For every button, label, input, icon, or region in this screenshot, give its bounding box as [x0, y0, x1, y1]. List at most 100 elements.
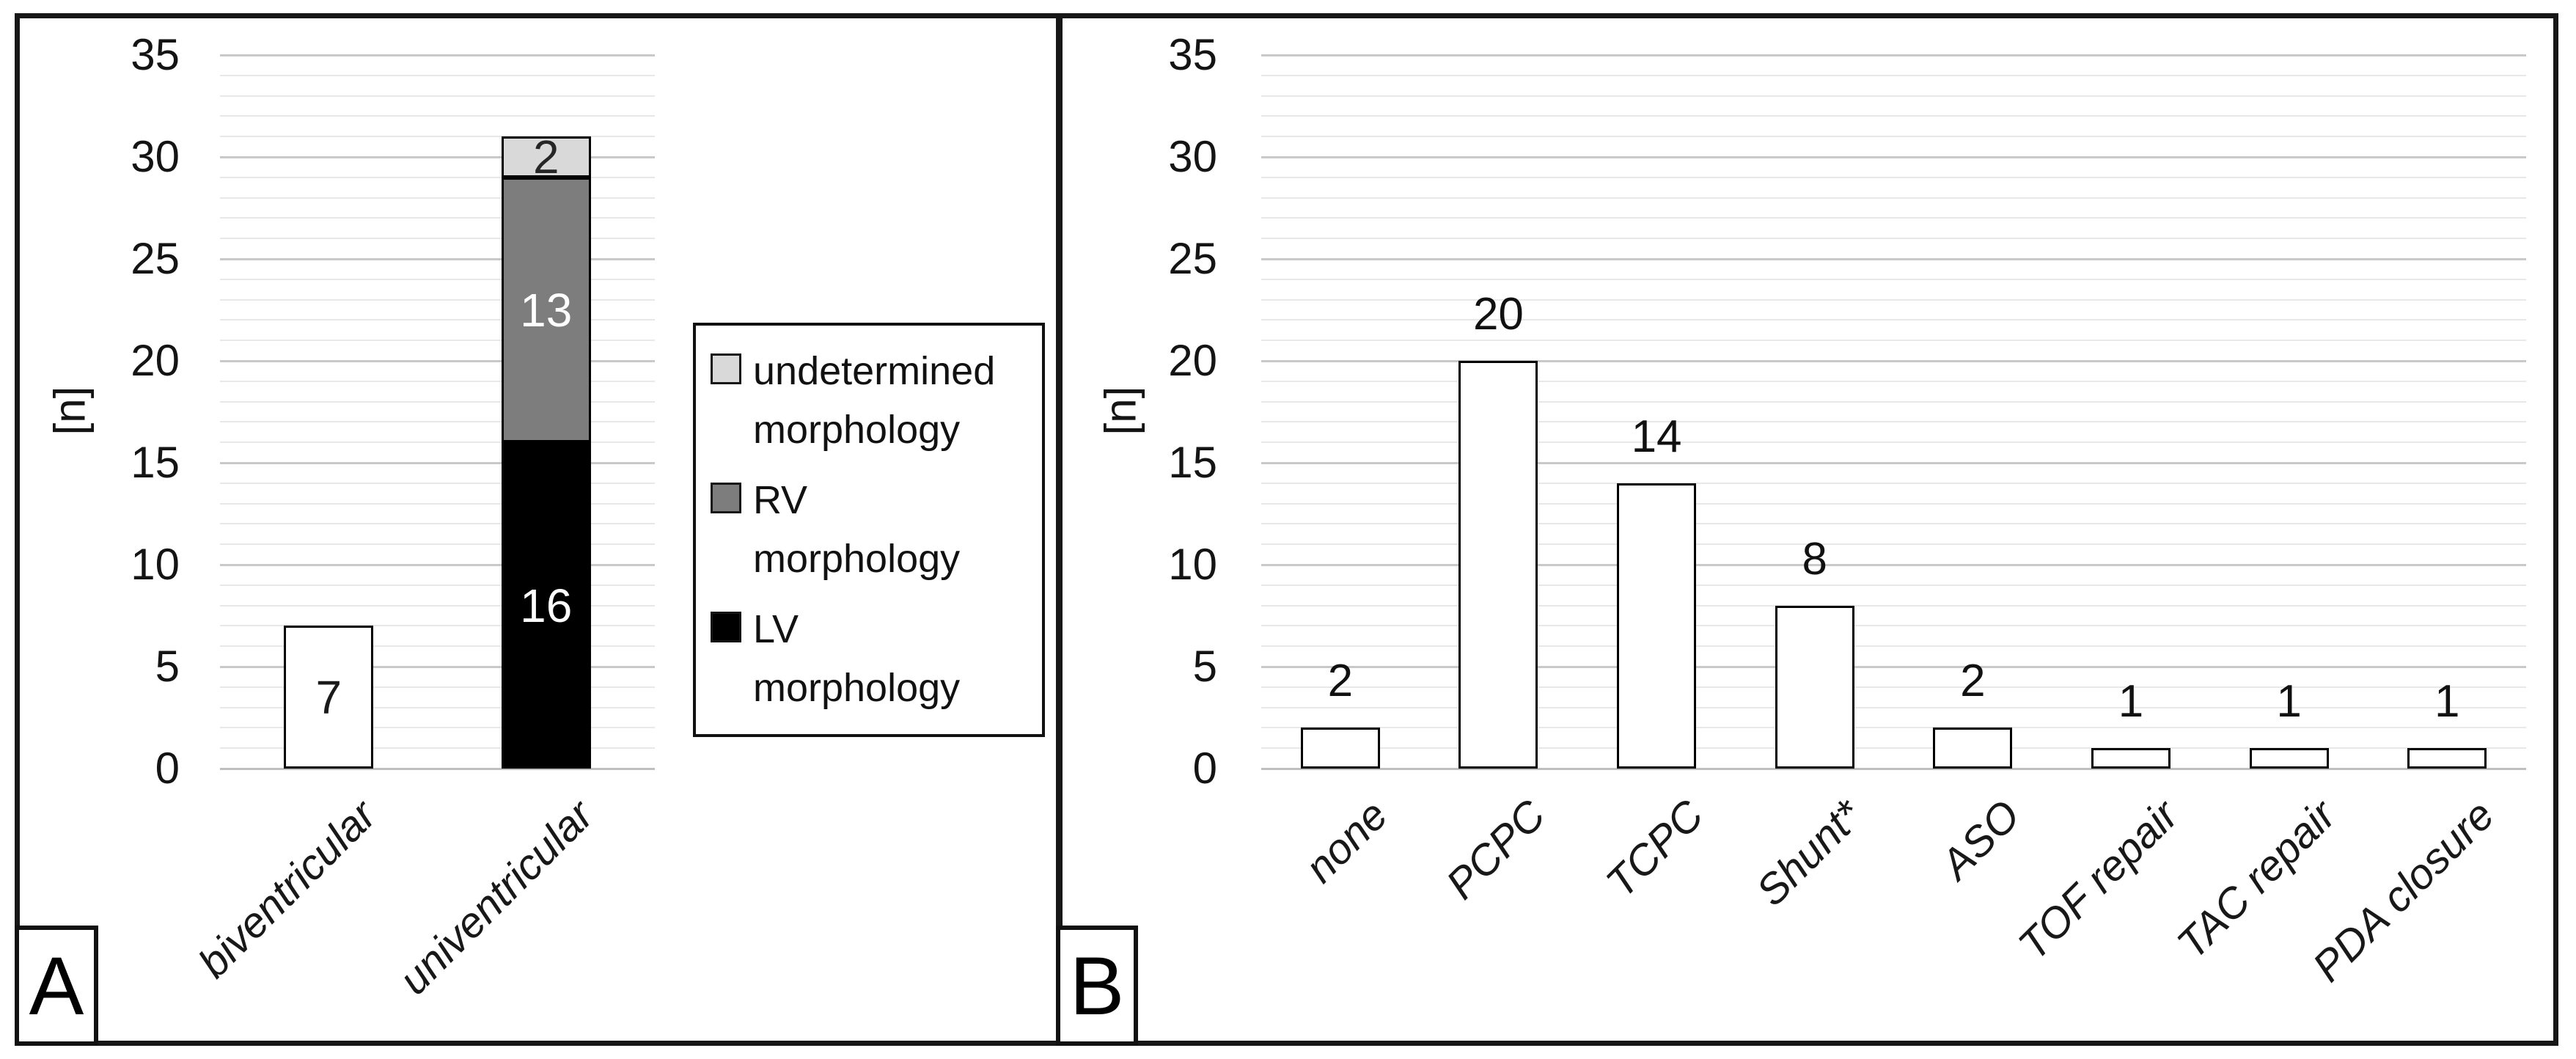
- y-tick-label: 30: [131, 132, 180, 181]
- gridline-minor: [220, 686, 655, 688]
- category-label: TCPC: [1597, 791, 1713, 907]
- gridline-minor: [220, 727, 655, 729]
- legend-label-line: morphology: [753, 537, 961, 581]
- gridline-minor: [1261, 380, 2526, 382]
- gridline-major: [220, 155, 655, 158]
- legend-swatch: [711, 353, 741, 384]
- axis-baseline: [1261, 767, 2526, 770]
- bar: [1617, 483, 1697, 769]
- gridline-major: [220, 257, 655, 260]
- y-axis-title: [n]: [1096, 386, 1145, 436]
- gridline-minor: [220, 400, 655, 403]
- bar-value-label: 2: [1960, 656, 1986, 707]
- legend-label: undetermined morphology: [753, 342, 995, 459]
- gridline-minor: [1261, 706, 2526, 708]
- gridline-minor: [1261, 298, 2526, 301]
- category-label: biventricular: [188, 791, 385, 987]
- gridline-minor: [1261, 176, 2526, 178]
- legend-label-line: LV: [753, 607, 799, 651]
- gridline-minor: [220, 584, 655, 586]
- gridline-major: [1261, 665, 2526, 668]
- gridline-minor: [220, 706, 655, 708]
- legend-swatch: [711, 483, 741, 513]
- gridline-major: [220, 359, 655, 362]
- y-tick-label: 15: [1168, 438, 1217, 487]
- legend: undetermined morphology RV morphology LV morp…: [693, 323, 1045, 737]
- legend-label-line: morphology: [753, 666, 961, 710]
- gridline-major: [220, 665, 655, 668]
- legend-item: undetermined morphology: [711, 342, 1027, 459]
- category-label: PCPC: [1437, 791, 1555, 909]
- gridline-major: [1261, 563, 2526, 566]
- y-tick-label: 15: [131, 438, 180, 487]
- panel-letter: A: [29, 939, 84, 1032]
- gridline-minor: [1261, 136, 2526, 138]
- gridline-minor: [1261, 278, 2526, 280]
- gridline-major: [1261, 461, 2526, 464]
- axis-baseline: [220, 767, 655, 770]
- bar: [1458, 361, 1538, 769]
- legend-swatch: [711, 612, 741, 642]
- y-tick-label: 25: [1168, 234, 1217, 283]
- y-tick-label: 0: [155, 744, 180, 793]
- gridline-minor: [220, 95, 655, 97]
- gridline-minor: [1261, 543, 2526, 546]
- legend-label-line: undetermined: [753, 349, 996, 393]
- gridline-minor: [220, 176, 655, 178]
- bar-segment-value: 13: [520, 283, 573, 337]
- gridline-minor: [1261, 115, 2526, 117]
- gridline-minor: [220, 645, 655, 648]
- gridline-minor: [220, 115, 655, 117]
- bar-segment-value: 16: [520, 579, 573, 632]
- gridline-minor: [1261, 604, 2526, 607]
- gridline-major: [1261, 257, 2526, 260]
- legend-label-line: RV: [753, 478, 808, 522]
- gridline-minor: [220, 197, 655, 199]
- gridline-minor: [220, 380, 655, 382]
- bar-value-label: 2: [1327, 656, 1354, 707]
- gridline-minor: [220, 625, 655, 627]
- panel-label-a: A: [15, 926, 98, 1046]
- bar: [2249, 748, 2329, 769]
- figure-border: [15, 13, 2558, 1046]
- panel-letter: B: [1069, 939, 1125, 1032]
- gridline-major: [1261, 359, 2526, 362]
- gridline-major: [220, 54, 655, 56]
- y-tick-label: 5: [1192, 642, 1217, 691]
- bar-value-label: 1: [2276, 676, 2302, 728]
- category-label: TOF repair: [2008, 791, 2187, 970]
- y-tick-label: 20: [1168, 336, 1217, 385]
- gridline-major: [1261, 54, 2526, 56]
- gridline-minor: [1261, 74, 2526, 76]
- bar-segment-value: 2: [532, 131, 559, 183]
- gridline-minor: [1261, 727, 2526, 729]
- gridline-minor: [220, 340, 655, 342]
- gridline-minor: [1261, 238, 2526, 240]
- bar-value-label: 8: [1802, 533, 1827, 585]
- gridline-minor: [1261, 502, 2526, 505]
- bar-segment: [501, 177, 591, 443]
- gridline-major: [220, 461, 655, 464]
- gridline-minor: [1261, 197, 2526, 199]
- bar-segment: [284, 626, 374, 769]
- category-label: ASO: [1931, 791, 2029, 889]
- y-tick-label: 30: [1168, 132, 1217, 181]
- gridline-minor: [1261, 645, 2526, 648]
- gridline-minor: [220, 482, 655, 484]
- gridline-minor: [220, 604, 655, 607]
- gridline-major: [220, 563, 655, 566]
- gridline-minor: [220, 523, 655, 525]
- gridline-minor: [1261, 340, 2526, 342]
- bar-value-label: 1: [2434, 676, 2460, 728]
- bar-value-label: 1: [2118, 676, 2144, 728]
- gridline-minor: [1261, 625, 2526, 627]
- gridline-minor: [220, 74, 655, 76]
- y-tick-label: 35: [1168, 30, 1217, 79]
- gridline-minor: [1261, 95, 2526, 97]
- gridline-minor: [220, 502, 655, 505]
- gridline-minor: [220, 298, 655, 301]
- y-tick-label: 25: [131, 234, 180, 283]
- gridline-minor: [1261, 441, 2526, 444]
- gridline-minor: [220, 136, 655, 138]
